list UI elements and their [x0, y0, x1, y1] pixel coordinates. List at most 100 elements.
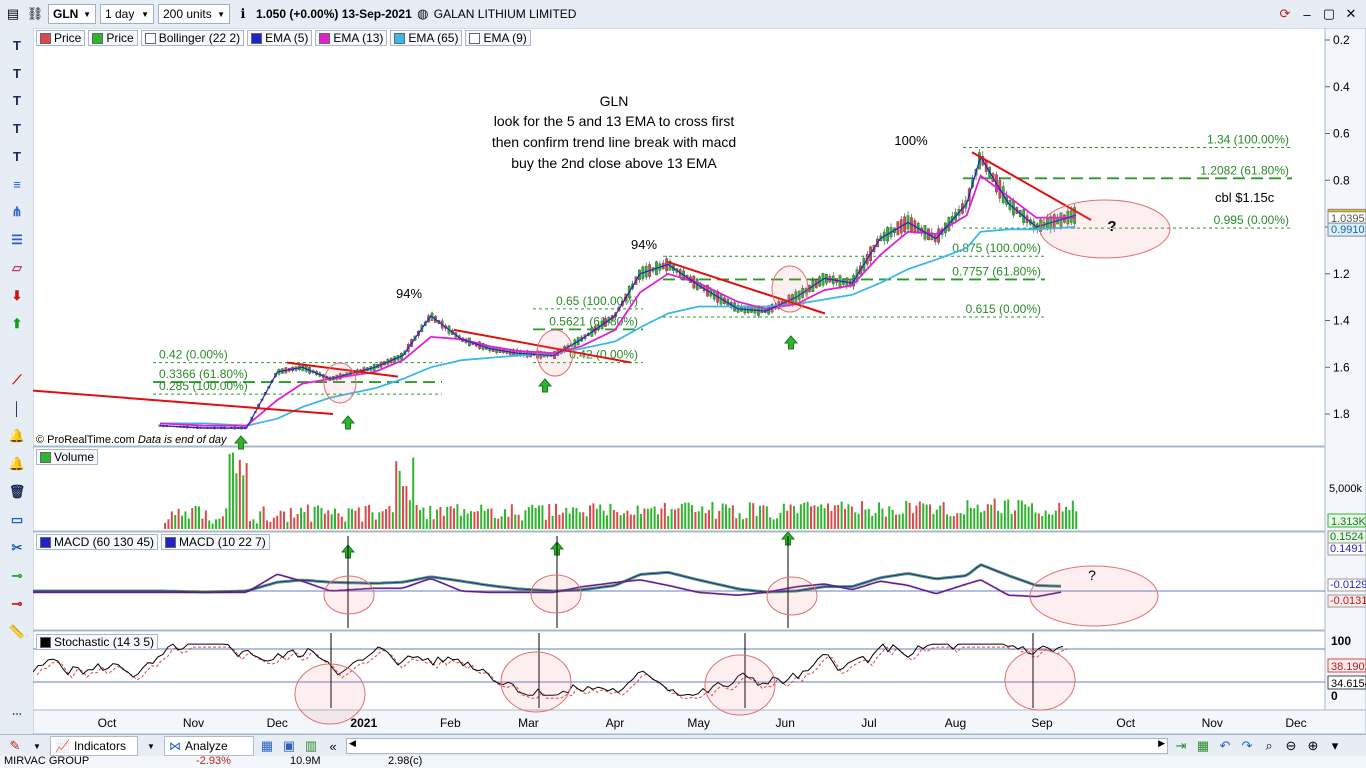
volume-bar — [174, 515, 177, 529]
units-selector[interactable]: 200 units ▼ — [158, 4, 230, 24]
alert-settings-icon[interactable]: 🔔 — [8, 456, 26, 471]
export-icon[interactable]: ⇥ — [1175, 738, 1187, 753]
legend-ema13[interactable]: EMA (13) — [315, 30, 388, 46]
analyze-button[interactable]: ⋈ Analyze — [164, 736, 254, 756]
volume-bar — [901, 513, 904, 529]
month-label: Jul — [861, 716, 876, 730]
channel-tool-icon[interactable]: ▱ — [12, 260, 22, 275]
stoch-axis-0: 0 — [1331, 689, 1338, 703]
volume-bar — [442, 515, 445, 529]
text-tool-icon[interactable]: T — [13, 37, 21, 53]
highlight-ellipse — [500, 651, 572, 713]
horizontal-scrollbar[interactable]: ◀ ▶ — [346, 738, 1168, 754]
horizontal-line-green-icon[interactable]: ⊸ — [11, 568, 23, 583]
minimize-icon[interactable]: – — [1303, 6, 1311, 22]
legend-bollinger[interactable]: Bollinger (22 2) — [140, 30, 245, 46]
info-icon[interactable]: ℹ — [240, 6, 246, 21]
pencil-icon[interactable]: ✎ — [9, 738, 21, 753]
volume-bar — [878, 502, 881, 529]
scroll-left-icon[interactable]: ◀ — [349, 738, 356, 748]
indicators-label: Indicators — [73, 739, 126, 753]
fib-label: 1.34 (100.00%) — [1207, 133, 1289, 147]
up-arrow-tool-icon[interactable]: ⬆ — [11, 316, 23, 331]
redo-icon[interactable]: ↷ — [1241, 738, 1253, 753]
volume-bar — [915, 505, 918, 529]
volume-bar — [1071, 500, 1074, 529]
volume-bar — [844, 508, 847, 529]
chevron-down-icon[interactable]: ▼ — [147, 741, 155, 751]
fibonacci-levels-icon[interactable]: ☰ — [11, 232, 23, 247]
ema5-line — [159, 155, 1076, 429]
chevron-down-icon[interactable]: ▼ — [33, 741, 41, 751]
legend-price-2[interactable]: Price — [88, 30, 138, 46]
volume-bar — [272, 517, 275, 529]
text-tool-icon[interactable]: T — [13, 65, 21, 81]
chart-area[interactable]: 1.81.61.41.21.00.80.60.40.2 1.0501.03950… — [33, 28, 1366, 734]
volume-bar — [599, 504, 602, 529]
line-tool-icon[interactable]: ⟋ — [12, 372, 22, 387]
legend-volume[interactable]: Volume — [36, 449, 99, 465]
grid-icon[interactable]: ▦ — [1196, 738, 1210, 753]
volume-bar — [1031, 503, 1034, 529]
highlight-ellipse — [704, 654, 776, 716]
legend-stochastic[interactable]: Stochastic (14 3 5) — [36, 634, 159, 650]
legend-ema65[interactable]: EMA (65) — [390, 30, 463, 46]
volume-bar — [980, 512, 983, 529]
more-icon[interactable]: ▾ — [1331, 738, 1339, 753]
volume-bar — [884, 516, 887, 529]
scroll-left-double-icon[interactable]: « — [329, 738, 337, 754]
close-icon[interactable]: ✕ — [1345, 6, 1357, 21]
window-menu-icon[interactable]: ▤ — [6, 6, 20, 21]
volume-bar — [663, 502, 666, 529]
volume-bar — [653, 506, 656, 529]
undo-icon[interactable]: ↶ — [1219, 738, 1231, 753]
ruler-icon[interactable]: 📏 — [8, 624, 26, 639]
scroll-right-icon[interactable]: ▶ — [1158, 738, 1165, 748]
trash-icon[interactable]: 🗑 — [8, 484, 26, 499]
legend-price[interactable]: Price — [36, 30, 86, 46]
volume-bar — [432, 519, 435, 529]
link-icon[interactable]: ⛓ — [26, 6, 44, 21]
zoom-out-icon[interactable]: ⊖ — [1285, 738, 1297, 753]
rectangle-tool-icon[interactable]: ▭ — [10, 512, 24, 527]
fibonacci-tool-icon[interactable]: ≡ — [13, 176, 21, 192]
fib-label: 0.285 (100.00%) — [159, 379, 248, 393]
text-tool-icon[interactable]: T — [13, 120, 21, 136]
volume-bar — [476, 511, 479, 529]
text-tool-icon[interactable]: T — [13, 148, 21, 164]
volume-bar — [864, 509, 867, 529]
scissors-icon[interactable]: ✂ — [11, 540, 23, 555]
volume-bar — [585, 516, 588, 529]
interval-selector[interactable]: 1 day ▼ — [100, 4, 154, 24]
stoch-axis-100: 100 — [1331, 634, 1351, 648]
zoom-in-icon[interactable]: ⊕ — [1307, 738, 1319, 753]
volume-bar — [830, 510, 833, 529]
legend-macd-short[interactable]: MACD (10 22 7) — [161, 534, 270, 550]
maximize-icon[interactable]: ▢ — [1322, 6, 1336, 21]
volume-bar — [279, 510, 282, 529]
volume-bar — [266, 520, 269, 529]
window-icon[interactable]: ▣ — [282, 738, 296, 753]
horizontal-line-red-icon[interactable]: ⊸ — [11, 596, 23, 611]
layout-icon[interactable]: ▦ — [260, 738, 274, 753]
volume-bar — [429, 506, 432, 529]
legend-macd-long[interactable]: MACD (60 130 45) — [36, 534, 159, 550]
highlight-ellipse — [294, 663, 366, 725]
zoom-area-icon[interactable]: ⌕ — [1265, 738, 1273, 753]
analyze-label: Analyze — [185, 739, 228, 753]
legend-ema9[interactable]: EMA (9) — [465, 30, 531, 46]
legend-ema5[interactable]: EMA (5) — [247, 30, 313, 46]
fibonacci-fan-icon[interactable]: ⋔ — [11, 204, 23, 219]
alert-bell-icon[interactable]: 🔔 — [8, 428, 26, 443]
month-label: Dec — [1285, 716, 1306, 730]
indicators-button[interactable]: 📈 Indicators — [50, 736, 138, 756]
ticker-selector[interactable]: GLN ▼ — [48, 4, 96, 24]
chart-type-icon[interactable]: ▥ — [304, 738, 318, 753]
refresh-icon[interactable]: ⟳ — [1279, 6, 1291, 21]
volume-bar — [510, 504, 513, 529]
vertical-line-icon[interactable]: │ — [12, 400, 22, 416]
volume-bar — [296, 514, 299, 529]
more-tools-icon[interactable]: ⋯ — [12, 708, 22, 720]
down-arrow-tool-icon[interactable]: ⬇ — [11, 288, 23, 303]
text-tool-icon[interactable]: T — [13, 92, 21, 108]
